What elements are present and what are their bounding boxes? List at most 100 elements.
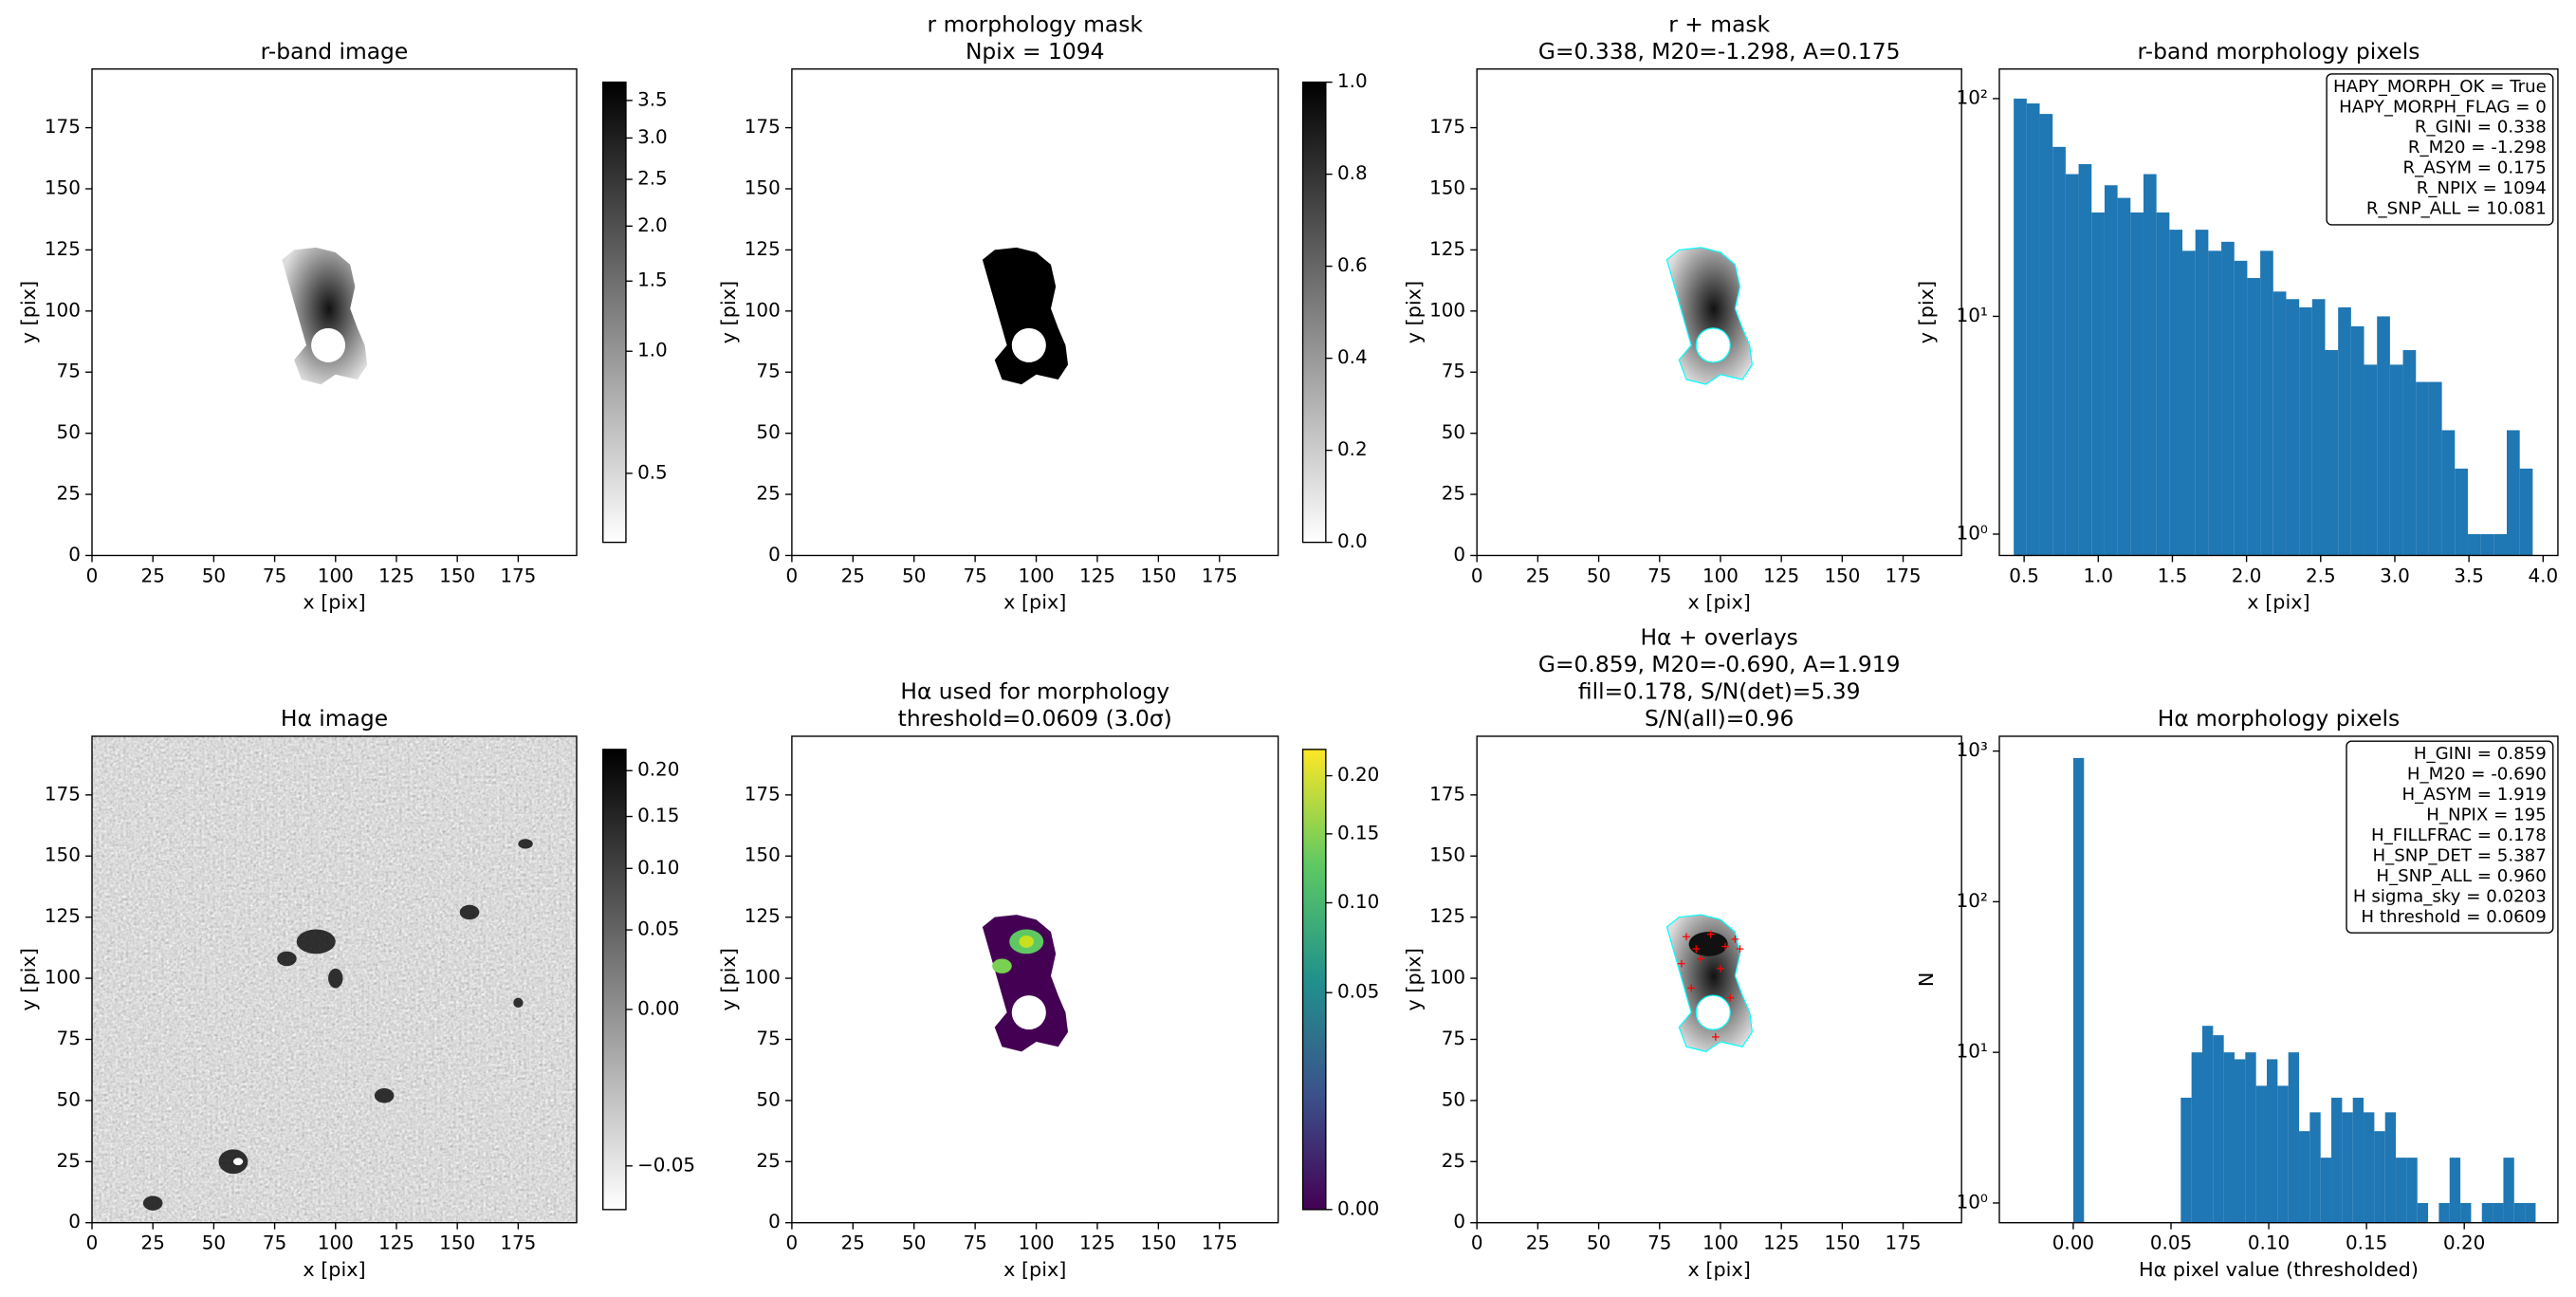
colorbar-tick-label: 2.0 [637, 214, 668, 236]
hist-bar [2406, 1158, 2418, 1223]
panel: 0 25 50 75 100 125 150 175 0 25 50 75 100 125 150 175 x … [1402, 10, 1962, 614]
hist-bar [2513, 1202, 2526, 1223]
y-tick-label: 125 [45, 905, 81, 927]
panel: 0 25 50 75 100 125 150 175 0 25 50 75 100 125 150 175 x … [1402, 623, 1962, 1281]
hist-bar [2325, 349, 2339, 556]
hist-bar [2260, 250, 2273, 556]
x-axis-label: x [pix] [303, 591, 365, 614]
source-region [282, 247, 368, 385]
dark-spot [1688, 932, 1728, 956]
hist-bar [2338, 306, 2351, 556]
annotation-line: HAPY_MORPH_OK = True [2333, 77, 2547, 97]
colorbar-tick-label: 0.8 [1337, 162, 1368, 184]
y-tick-label: 175 [745, 783, 781, 805]
x-tick-label: 150 [439, 1232, 475, 1254]
y-tick-label: 50 [756, 421, 780, 443]
panel-title: Hα image [281, 705, 388, 732]
y-tick-label: 25 [1442, 1150, 1465, 1172]
hist-bar [2493, 533, 2508, 556]
panel: 0 25 50 75 100 125 150 175 0 25 50 75 100 125 150 175 x … [17, 38, 668, 614]
hist-bar [2350, 325, 2364, 556]
y-tick-label: 75 [1442, 361, 1465, 382]
hist-bar [2213, 1035, 2224, 1223]
colorbar-tick-label: 0.20 [1337, 764, 1379, 786]
panel-title: G=0.338, M20=-1.298, A=0.175 [1538, 38, 1901, 65]
hist-bar [2201, 1026, 2214, 1223]
x-tick-label: 50 [1587, 565, 1610, 586]
x-tick-label: 125 [1763, 1232, 1799, 1254]
colorbar-tick-label: 0.2 [1337, 438, 1368, 460]
y-axis-label: y [pix] [1915, 281, 1938, 343]
colorbar [602, 81, 627, 544]
image [982, 915, 1069, 1052]
y-tick-label: 175 [1429, 116, 1465, 138]
hist-bar [2245, 1052, 2256, 1223]
hist-bar [2342, 1112, 2353, 1223]
hist-bar [2480, 533, 2494, 556]
colorbar-tick-label: 1.0 [1337, 70, 1368, 92]
annotation-line: H_SNP_DET = 5.387 [2373, 845, 2547, 865]
y-tick-label: 75 [1442, 1028, 1465, 1049]
colorbar [1301, 749, 1327, 1211]
hist-bar [2191, 1052, 2202, 1223]
y-tick-label: 0 [68, 544, 81, 565]
hist-bar [2078, 164, 2092, 556]
panel-title: r-band morphology pixels [2138, 38, 2420, 65]
y-axis-label: y [pix] [1402, 281, 1425, 343]
x-tick-label: 4.0 [2528, 565, 2558, 586]
hist-bar [2026, 103, 2040, 556]
annotation-line: H_SNP_ALL = 0.960 [2376, 866, 2546, 886]
image [982, 247, 1069, 385]
y-tick-label: 150 [1429, 176, 1465, 198]
x-tick-label: 0 [86, 1232, 99, 1254]
x-tick-label: 50 [902, 1232, 926, 1254]
marker [1678, 959, 1685, 968]
plot-area [982, 247, 1069, 385]
hist-bar [2309, 1112, 2321, 1223]
hist-bar [2277, 1085, 2289, 1223]
marker [1706, 930, 1715, 938]
axes-frame [1998, 68, 2559, 557]
x-tick-label: 50 [1587, 1232, 1610, 1254]
marker [1731, 935, 1739, 943]
axes-frame [1476, 68, 1962, 557]
y-tick-label: 100 [45, 299, 81, 321]
x-tick-label: 0.00 [2052, 1232, 2094, 1254]
x-tick-label: 3.5 [2454, 565, 2484, 586]
hist-bar [2299, 306, 2312, 556]
hist-bar [2503, 1158, 2514, 1223]
annotation-line: H_GINI = 0.859 [2414, 744, 2547, 764]
y-tick-label: 25 [1442, 483, 1465, 505]
source-core [232, 1158, 244, 1166]
hist-bar [2195, 230, 2209, 556]
x-tick-label: 175 [1202, 565, 1238, 586]
hist-bar [2374, 1131, 2385, 1223]
hist-bar [2234, 260, 2248, 556]
x-tick-label: 25 [141, 1232, 165, 1254]
hist-bar [2014, 98, 2027, 556]
plot-area [2014, 98, 2533, 556]
hist-bar [2441, 430, 2456, 556]
y-tick-label: 75 [57, 1028, 81, 1049]
marker [1687, 984, 1696, 992]
colorbar [1301, 81, 1327, 544]
y-tick-label: 125 [1429, 905, 1465, 927]
y-tick-label: 100 [745, 967, 781, 989]
source-region [982, 247, 1069, 385]
axes-frame [1476, 735, 1962, 1224]
plot-area [1666, 915, 1752, 1051]
marker [1726, 993, 1735, 1002]
region-hole [1011, 995, 1046, 1030]
x-tick-label: 75 [1647, 565, 1671, 586]
y-tick-label: 100 [1429, 299, 1465, 321]
x-tick-label: 25 [1526, 1232, 1550, 1254]
source [142, 1195, 163, 1211]
x-axis-label: x [pix] [2247, 591, 2309, 614]
x-tick-label: 75 [263, 565, 286, 586]
panel: 0 25 50 75 100 125 150 175 0 25 50 75 100 125 150 175 x … [717, 678, 1379, 1281]
x-tick-label: 125 [378, 565, 414, 586]
annotation-line: H_M20 = -0.690 [2407, 765, 2547, 785]
hist-bar [2396, 1158, 2407, 1223]
image [1666, 248, 1752, 384]
